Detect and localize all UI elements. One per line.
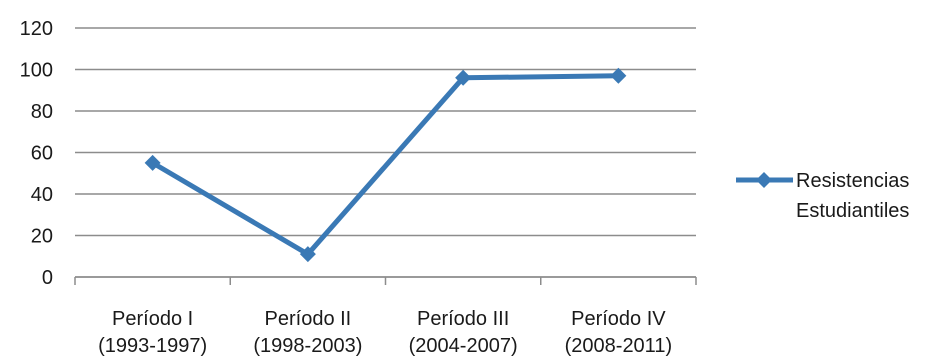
data-point [610,67,627,84]
x-tick-label-line: (1998-2003) [253,335,362,357]
x-tick-label-line: (1993-1997) [98,335,207,357]
y-tick-label: 0 [42,267,53,289]
gridlines [75,27,696,278]
x-axis [74,276,697,285]
y-tick-label: 20 [31,226,53,248]
x-axis-tick-labels: Período I (1993-1997) Período II (1998-2003… [98,308,672,357]
x-tick-label: Período III (2004-2007) [409,308,518,357]
x-tick-label: Período IV (2008-2011) [565,308,672,357]
y-tick-label: 40 [31,184,53,206]
data-point [299,246,316,263]
x-tick-label: Período I (1993-1997) [98,308,207,357]
legend-label-line: Estudiantiles [796,200,909,222]
x-tick-label-line: (2004-2007) [409,335,518,357]
legend: Resistencias Estudiantiles [736,170,909,222]
series-line [151,73,619,257]
x-tick-label-line: Período I [112,308,193,330]
x-tick-label-line: Período IV [571,308,666,330]
x-tick-label-line: Período III [417,308,509,330]
x-tick-label: Período II (1998-2003) [253,308,362,357]
y-tick-label: 80 [31,101,53,123]
y-tick-label: 120 [20,18,53,40]
x-tick-label-line: Período II [265,308,352,330]
data-point [455,69,472,86]
x-tick-label-line: (2008-2011) [565,335,672,357]
legend-diamond-icon [756,172,772,188]
series-resistencias-estudiantiles [144,67,627,263]
y-tick-label: 60 [31,143,53,165]
data-point [144,154,161,171]
legend-label: Resistencias Estudiantiles [796,170,909,222]
y-axis-tick-labels: 0 20 40 60 80 100 120 [20,18,53,289]
legend-label-line: Resistencias [796,170,909,192]
y-tick-label: 100 [20,60,53,82]
